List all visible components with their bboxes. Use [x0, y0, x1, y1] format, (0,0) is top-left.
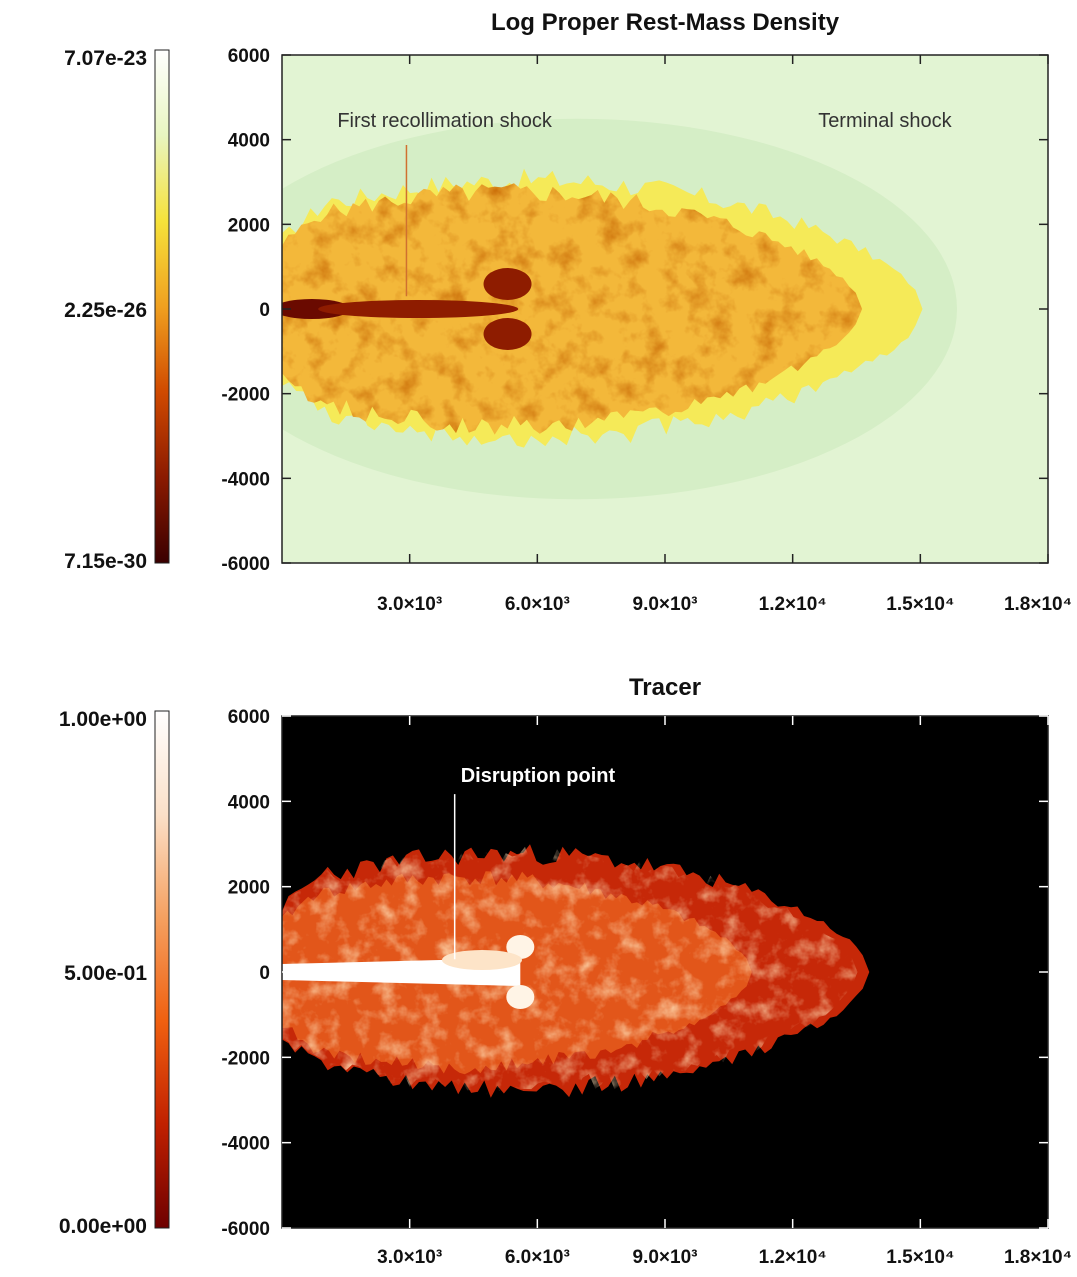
y-tick-label: 2000 [228, 878, 270, 899]
jet-knot [442, 950, 523, 970]
jet-knot [318, 300, 519, 318]
cocoon-texture [282, 183, 863, 435]
annotation-label: First recollimation shock [337, 110, 553, 132]
y-tick-label: 6000 [228, 707, 270, 728]
x-tick-label: 1.5×10⁴ [886, 594, 954, 615]
colorbar-scale [154, 49, 170, 564]
x-tick-label: 6.0×10³ [505, 594, 570, 615]
annotation-label: Disruption point [461, 765, 616, 787]
x-tick-label: 1.8×10⁴ [1004, 1247, 1072, 1268]
x-tick-label: 6.0×10³ [505, 1247, 570, 1268]
colorbar: 1.00e+00 5.00e-01 0.00e+00 [59, 708, 170, 1238]
y-tick-label: 0 [259, 963, 270, 984]
y-tick-label: -4000 [221, 1134, 270, 1155]
y-tick-label: -6000 [221, 554, 270, 575]
x-tick-label: 1.5×10⁴ [886, 1247, 954, 1268]
y-tick-label: -2000 [221, 1048, 270, 1069]
x-tick-label: 1.2×10⁴ [759, 594, 827, 615]
y-axis: 6000 4000 2000 0 -2000 -4000 -6000 [221, 46, 1048, 575]
jet-beam [282, 268, 532, 350]
y-tick-label: 4000 [228, 792, 270, 813]
y-tick-label: -4000 [221, 469, 270, 490]
colorbar-label: 1.00e+00 [59, 708, 147, 731]
colorbar-label: 0.00e+00 [59, 1215, 147, 1238]
jet-knot [483, 268, 532, 300]
x-tick-label: 1.2×10⁴ [759, 1247, 827, 1268]
annotations: First recollimation shock Terminal shock [337, 110, 953, 297]
jet-knot [506, 935, 535, 959]
x-tick-label: 1.8×10⁴ [1004, 594, 1072, 615]
colorbar-scale [154, 710, 170, 1229]
colorbar: 7.07e-23 2.25e-26 7.15e-30 [64, 47, 170, 573]
colorbar-label: 7.15e-30 [64, 550, 147, 573]
jet-knot [282, 299, 350, 319]
jet-beam [282, 935, 535, 1009]
chart-title: Log Proper Rest-Mass Density [491, 9, 840, 36]
x-tick-label: 3.0×10³ [377, 594, 442, 615]
colorbar-label: 7.07e-23 [64, 47, 147, 70]
y-tick-label: -6000 [221, 1219, 270, 1240]
jet-knot [483, 318, 532, 350]
x-tick-label: 9.0×10³ [633, 594, 698, 615]
annotations: Disruption point [453, 765, 616, 960]
cocoon-texture [282, 846, 858, 1096]
x-tick-label: 9.0×10³ [633, 1247, 698, 1268]
tracer-panel: Tracer 6000 4000 2000 0 -2000 -4000 -6000 3.0×… [59, 674, 1072, 1268]
plot-area [282, 716, 1048, 1228]
annotation-label: Terminal shock [818, 110, 952, 132]
colorbar-label: 2.25e-26 [64, 299, 147, 322]
x-tick-label: 3.0×10³ [377, 1247, 442, 1268]
colorbar-label: 5.00e-01 [64, 962, 147, 985]
density-panel: Log Proper Rest-Mass Density 6000 4000 200… [64, 9, 1072, 615]
y-tick-label: 0 [259, 300, 270, 321]
y-tick-label: 2000 [228, 215, 270, 236]
y-tick-label: 6000 [228, 46, 270, 67]
x-axis: 3.0×10³ 6.0×10³ 9.0×10³ 1.2×10⁴ 1.5×10⁴ 1.8×1… [377, 55, 1072, 615]
y-tick-label: -2000 [221, 385, 270, 406]
chart-title: Tracer [629, 674, 701, 701]
y-tick-label: 4000 [228, 131, 270, 152]
jet-knot [506, 985, 535, 1009]
x-axis: 3.0×10³ 6.0×10³ 9.0×10³ 1.2×10⁴ 1.5×10⁴ 1.8×1… [377, 716, 1072, 1268]
y-axis: 6000 4000 2000 0 -2000 -4000 -6000 [221, 707, 1048, 1240]
plot-area [282, 55, 1048, 563]
